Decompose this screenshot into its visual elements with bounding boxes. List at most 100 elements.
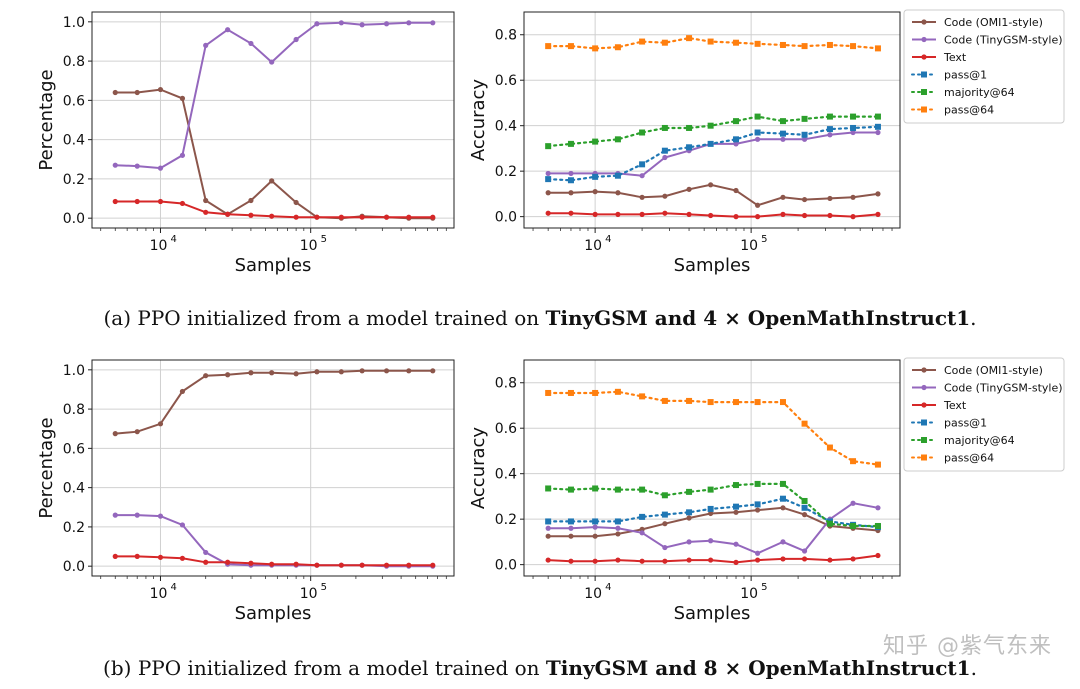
data-point [686, 488, 693, 495]
data-point [293, 214, 299, 220]
data-point [567, 389, 574, 396]
data-point [567, 486, 574, 493]
data-point [780, 211, 786, 217]
data-point [780, 539, 786, 545]
x-tick-exponent: 4 [605, 582, 611, 593]
data-point [568, 558, 574, 564]
data-point [338, 562, 344, 568]
data-point [615, 557, 621, 563]
data-point [179, 95, 186, 101]
legend-label: majority@64 [944, 86, 1015, 99]
chart-b-left: 0.00.20.40.60.81.010 4 10 5SamplesPercentag… [36, 359, 455, 624]
caption-a: (a) PPO initialized from a model trained… [0, 306, 1080, 330]
legend-marker [921, 54, 927, 60]
data-point [850, 214, 856, 220]
data-point [874, 522, 881, 529]
x-tick-exponent: 5 [321, 234, 327, 245]
data-point [112, 162, 118, 168]
data-point [662, 544, 668, 551]
legend-label: Code (OMI1-style) [944, 364, 1043, 377]
data-point [850, 458, 857, 465]
data-point [614, 486, 621, 493]
data-point [614, 388, 621, 395]
data-point [430, 20, 436, 26]
legend-label: pass@64 [944, 452, 994, 465]
data-point [850, 129, 856, 136]
y-tick-label: 0.4 [63, 133, 85, 149]
chart-b-right: 0.00.20.40.60.810 4 10 5SamplesAccuracyCode… [468, 357, 1065, 624]
data-point [639, 211, 645, 217]
y-tick-label: 0.2 [63, 520, 85, 536]
data-point [686, 557, 692, 563]
x-tick-exponent: 5 [321, 582, 327, 593]
data-point [269, 370, 275, 376]
data-point [754, 501, 761, 508]
data-point [662, 193, 668, 199]
data-point [733, 541, 739, 547]
data-point [754, 399, 761, 406]
data-point [850, 43, 857, 50]
data-point [592, 518, 599, 525]
data-point [248, 212, 254, 218]
legend-marker [921, 367, 927, 373]
x-tick-label: 10 [584, 586, 602, 602]
data-point [754, 129, 761, 136]
data-point [592, 211, 598, 217]
data-point [157, 165, 164, 171]
data-point [827, 195, 833, 202]
data-point [875, 552, 881, 559]
data-point [827, 212, 833, 219]
legend: Code (OMI1-style) Code (TinyGSM-style) Tex… [903, 357, 1065, 472]
y-tick-label: 0.2 [63, 172, 85, 188]
data-point [779, 495, 786, 502]
data-point [874, 45, 881, 52]
data-point [157, 198, 164, 205]
data-point [801, 212, 808, 219]
caption-b-bold: TinyGSM and 8 × OpenMathInstruct1 [545, 656, 971, 680]
data-point [708, 212, 714, 219]
data-point [754, 202, 761, 208]
data-point [686, 186, 692, 192]
data-point [686, 144, 693, 151]
data-point [567, 177, 574, 184]
chart-a-left: 0.00.20.40.60.81.010 4 10 5SamplesPercentag… [36, 11, 455, 276]
data-point [203, 549, 209, 556]
x-tick-exponent: 5 [761, 582, 767, 593]
data-point [801, 548, 808, 554]
series-line [115, 88, 433, 220]
y-tick-label: 0.6 [63, 441, 85, 457]
caption-a-bold: TinyGSM and 4 × OpenMathInstruct1 [545, 306, 971, 330]
data-point [801, 497, 808, 504]
data-point [733, 118, 740, 125]
data-point [406, 214, 412, 220]
y-tick-label: 0.4 [495, 119, 517, 135]
y-axis-label: Accuracy [468, 427, 489, 510]
data-point [157, 513, 164, 519]
data-point [780, 136, 786, 142]
legend-marker [921, 437, 927, 443]
data-point [314, 562, 320, 568]
data-point [801, 131, 808, 138]
data-point [733, 482, 740, 489]
data-point [383, 214, 390, 220]
caption-b-prefix: (b) PPO initialized from a model trained… [103, 656, 546, 680]
data-point [661, 397, 668, 404]
data-point [615, 190, 621, 196]
data-point [383, 21, 390, 27]
data-point [708, 538, 714, 544]
data-point [430, 562, 436, 568]
x-tick-label: 10 [584, 238, 602, 254]
data-point [754, 550, 761, 556]
data-point [293, 561, 299, 567]
data-point [269, 561, 275, 567]
data-point [225, 27, 231, 33]
data-point [707, 399, 714, 406]
x-tick-exponent: 4 [605, 234, 611, 245]
data-point [225, 559, 231, 565]
data-point [338, 214, 344, 220]
data-point [733, 141, 739, 147]
data-point [545, 533, 551, 539]
data-point [874, 461, 881, 468]
data-point [801, 512, 808, 518]
data-point [406, 368, 412, 374]
